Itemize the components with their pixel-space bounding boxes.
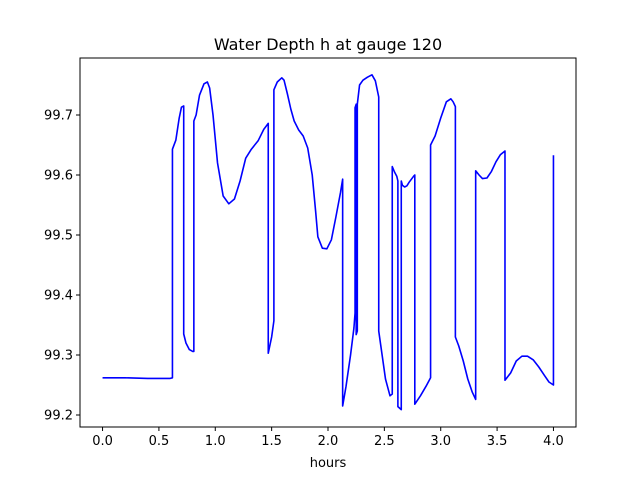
x-tick-label: 3.0 <box>430 434 451 449</box>
chart-title: Water Depth h at gauge 120 <box>214 35 442 54</box>
x-tick-label: 0.0 <box>92 434 113 449</box>
x-tick-label: 2.0 <box>318 434 339 449</box>
y-tick-label: 99.3 <box>44 349 73 364</box>
y-axis: 99.2 99.3 99.4 99.5 99.6 99.7 <box>44 109 80 424</box>
x-tick-label: 1.5 <box>261 434 282 449</box>
x-axis-label: hours <box>310 456 347 471</box>
x-tick-label: 3.5 <box>487 434 508 449</box>
x-tick-label: 4.0 <box>543 434 564 449</box>
y-tick-label: 99.6 <box>44 169 73 184</box>
y-tick-label: 99.4 <box>44 289 73 304</box>
y-tick-label: 99.2 <box>44 409 73 424</box>
plot-area <box>102 74 555 411</box>
y-tick-label: 99.5 <box>44 229 73 244</box>
x-axis: 0.0 0.5 1.0 1.5 2.0 2.5 3.0 3.5 4.0 <box>92 427 564 449</box>
series-line-water-depth <box>102 74 555 411</box>
x-tick-label: 2.5 <box>374 434 395 449</box>
x-tick-label: 0.5 <box>149 434 170 449</box>
x-tick-label: 1.0 <box>205 434 226 449</box>
y-tick-label: 99.7 <box>44 109 73 124</box>
